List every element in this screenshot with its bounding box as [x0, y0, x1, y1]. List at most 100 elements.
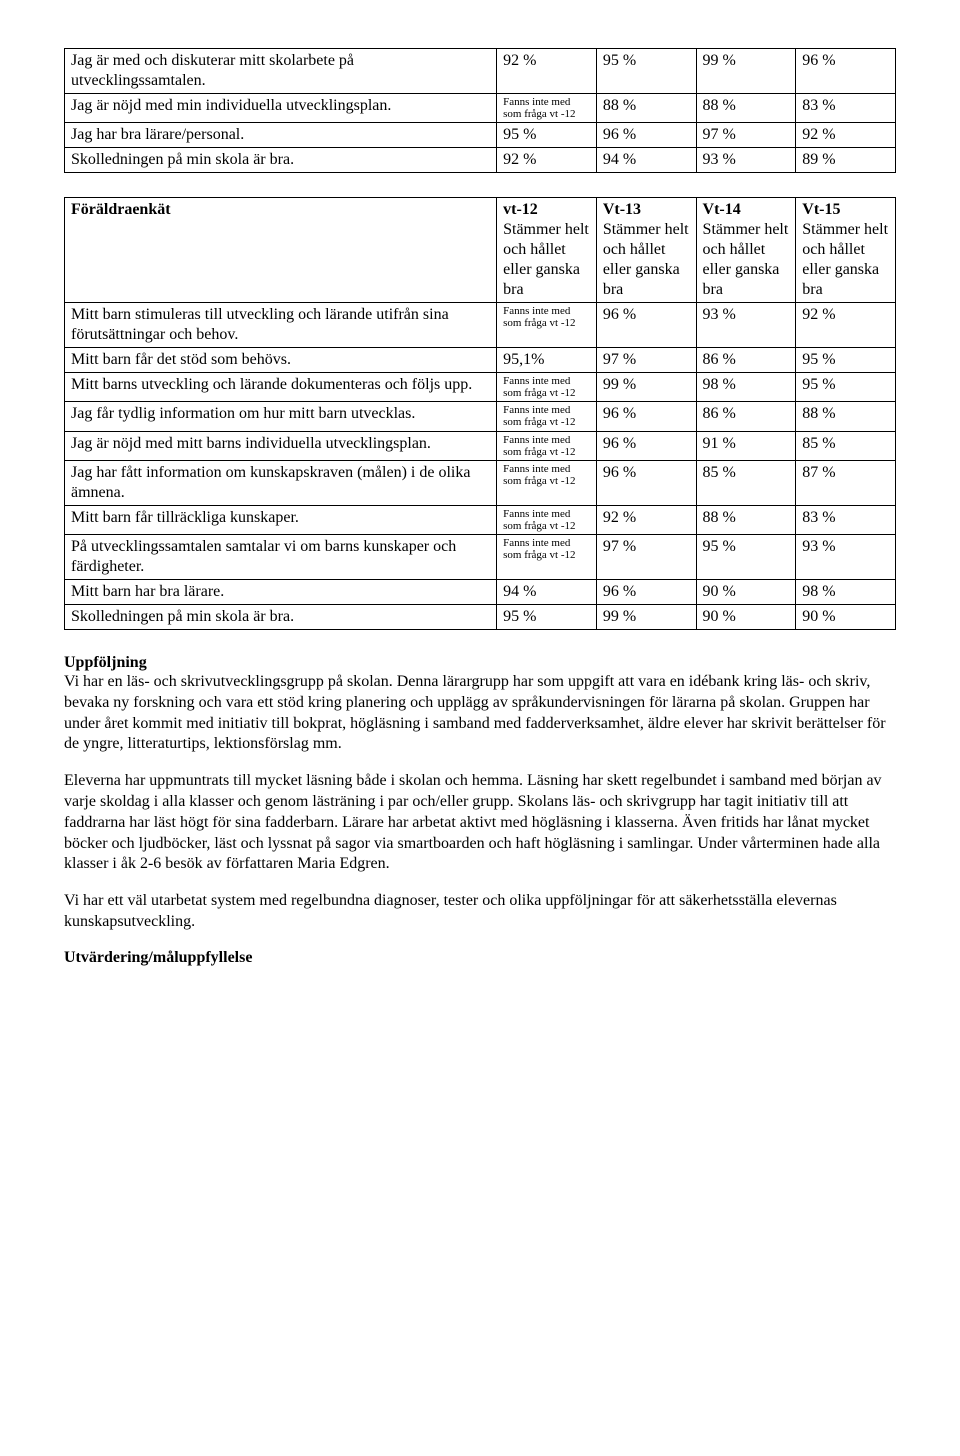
- row-value: 93 %: [796, 534, 896, 579]
- table-row: Jag är nöjd med mitt barns individuella …: [65, 431, 896, 460]
- row-value: 88 %: [696, 505, 796, 534]
- row-value: 95,1%: [497, 348, 597, 373]
- row-value: 89 %: [796, 148, 896, 173]
- row-value: 96 %: [596, 431, 696, 460]
- row-value: Fanns inte med som fråga vt -12: [497, 402, 597, 431]
- row-value: 96 %: [596, 460, 696, 505]
- row-label: Jag får tydlig information om hur mitt b…: [65, 402, 497, 431]
- row-value: 93 %: [696, 148, 796, 173]
- table-row: Mitt barn har bra lärare.94 %96 %90 %98 …: [65, 579, 896, 604]
- table-row: Jag har bra lärare/personal.95 %96 %97 %…: [65, 123, 896, 148]
- table-row: Mitt barn stimuleras till utveckling och…: [65, 303, 896, 348]
- row-label: Mitt barn har bra lärare.: [65, 579, 497, 604]
- row-label: På utvecklingssamtalen samtalar vi om ba…: [65, 534, 497, 579]
- row-value: 95 %: [497, 123, 597, 148]
- row-value: 98 %: [796, 579, 896, 604]
- elevenkat-table: Jag är med och diskuterar mitt skolarbet…: [64, 48, 896, 173]
- header-cell: Vt-14 Stämmer helt och hållet eller gansk…: [696, 198, 796, 303]
- row-value: 92 %: [796, 123, 896, 148]
- row-value: 95 %: [497, 604, 597, 629]
- row-value: Fanns inte med som fråga vt -12: [497, 431, 597, 460]
- row-value: 94 %: [497, 579, 597, 604]
- uppfoljning-paragraph-3: Vi har ett väl utarbetat system med rege…: [64, 891, 896, 933]
- row-value: 95 %: [796, 348, 896, 373]
- row-value: 91 %: [696, 431, 796, 460]
- table-row: På utvecklingssamtalen samtalar vi om ba…: [65, 534, 896, 579]
- table-row: Mitt barns utveckling och lärande dokume…: [65, 373, 896, 402]
- table-row: Skolledningen på min skola är bra.92 %94…: [65, 148, 896, 173]
- row-value: Fanns inte med som fråga vt -12: [497, 94, 597, 123]
- row-label: Jag har bra lärare/personal.: [65, 123, 497, 148]
- table-row: Mitt barn får det stöd som behövs.95,1%9…: [65, 348, 896, 373]
- row-value: 96 %: [596, 402, 696, 431]
- row-value: 99 %: [696, 49, 796, 94]
- header-title: Vt-15: [802, 201, 840, 218]
- row-label: Jag är nöjd med min individuella utveckl…: [65, 94, 497, 123]
- row-value: 99 %: [596, 373, 696, 402]
- row-value: 85 %: [696, 460, 796, 505]
- row-value: 83 %: [796, 94, 896, 123]
- row-value: 96 %: [796, 49, 896, 94]
- row-value: 86 %: [696, 402, 796, 431]
- row-label: Mitt barn får det stöd som behövs.: [65, 348, 497, 373]
- row-value: 92 %: [497, 148, 597, 173]
- header-subtitle: Stämmer helt och hållet eller ganska bra: [703, 221, 789, 298]
- header-title: Vt-14: [703, 201, 741, 218]
- row-value: 86 %: [696, 348, 796, 373]
- row-value: 90 %: [796, 604, 896, 629]
- row-value: 96 %: [596, 123, 696, 148]
- row-value: 85 %: [796, 431, 896, 460]
- row-value: 92 %: [796, 303, 896, 348]
- table-row: Mitt barn får tillräckliga kunskaper.Fan…: [65, 505, 896, 534]
- row-value: 88 %: [696, 94, 796, 123]
- header-cell: Vt-13Stämmer helt och hållet eller gansk…: [596, 198, 696, 303]
- row-value: 88 %: [596, 94, 696, 123]
- header-cell: vt-12 Stämmer helt och hållet eller gansk…: [497, 198, 597, 303]
- header-title: vt-12: [503, 201, 538, 218]
- row-value: 93 %: [696, 303, 796, 348]
- table-header-row: Föräldraenkät vt-12 Stämmer helt och hålle…: [65, 198, 896, 303]
- row-value: Fanns inte med som fråga vt -12: [497, 373, 597, 402]
- row-label: Mitt barn får tillräckliga kunskaper.: [65, 505, 497, 534]
- table-row: Jag får tydlig information om hur mitt b…: [65, 402, 896, 431]
- row-value: 88 %: [796, 402, 896, 431]
- table-row: Jag är nöjd med min individuella utveckl…: [65, 94, 896, 123]
- uppfoljning-paragraph-1: Vi har en läs- och skrivutvecklingsgrupp…: [64, 672, 896, 755]
- row-value: Fanns inte med som fråga vt -12: [497, 505, 597, 534]
- row-value: 87 %: [796, 460, 896, 505]
- header-subtitle: Stämmer helt och hållet eller ganska bra: [802, 221, 888, 298]
- row-value: 97 %: [696, 123, 796, 148]
- row-value: 94 %: [596, 148, 696, 173]
- row-value: Fanns inte med som fråga vt -12: [497, 303, 597, 348]
- header-subtitle: Stämmer helt och hållet eller ganska bra: [503, 221, 589, 298]
- row-value: Fanns inte med som fråga vt -12: [497, 534, 597, 579]
- row-value: 97 %: [596, 534, 696, 579]
- row-label: Skolledningen på min skola är bra.: [65, 148, 497, 173]
- row-value: 92 %: [596, 505, 696, 534]
- row-label: Mitt barns utveckling och lärande dokume…: [65, 373, 497, 402]
- header-cell: Föräldraenkät: [65, 198, 497, 303]
- row-value: 96 %: [596, 303, 696, 348]
- row-value: 95 %: [696, 534, 796, 579]
- row-value: 97 %: [596, 348, 696, 373]
- row-label: Skolledningen på min skola är bra.: [65, 604, 497, 629]
- row-value: 98 %: [696, 373, 796, 402]
- row-value: 90 %: [696, 604, 796, 629]
- row-label: Jag är nöjd med mitt barns individuella …: [65, 431, 497, 460]
- uppfoljning-heading: Uppföljning: [64, 654, 896, 672]
- row-value: 95 %: [796, 373, 896, 402]
- utvardering-heading: Utvärdering/måluppfyllelse: [64, 949, 896, 967]
- row-value: 90 %: [696, 579, 796, 604]
- foraldraenkat-table: Föräldraenkät vt-12 Stämmer helt och hålle…: [64, 197, 896, 630]
- header-cell: Vt-15 Stämmer helt och hållet eller gansk…: [796, 198, 896, 303]
- row-label: Jag är med och diskuterar mitt skolarbet…: [65, 49, 497, 94]
- row-value: 92 %: [497, 49, 597, 94]
- uppfoljning-paragraph-2: Eleverna har uppmuntrats till mycket läs…: [64, 771, 896, 875]
- row-value: 95 %: [596, 49, 696, 94]
- row-label: Jag har fått information om kunskapskrav…: [65, 460, 497, 505]
- row-value: 99 %: [596, 604, 696, 629]
- row-label: Mitt barn stimuleras till utveckling och…: [65, 303, 497, 348]
- header-subtitle: Stämmer helt och hållet eller ganska bra: [603, 221, 689, 298]
- table-row: Skolledningen på min skola är bra.95 %99…: [65, 604, 896, 629]
- table-row: Jag har fått information om kunskapskrav…: [65, 460, 896, 505]
